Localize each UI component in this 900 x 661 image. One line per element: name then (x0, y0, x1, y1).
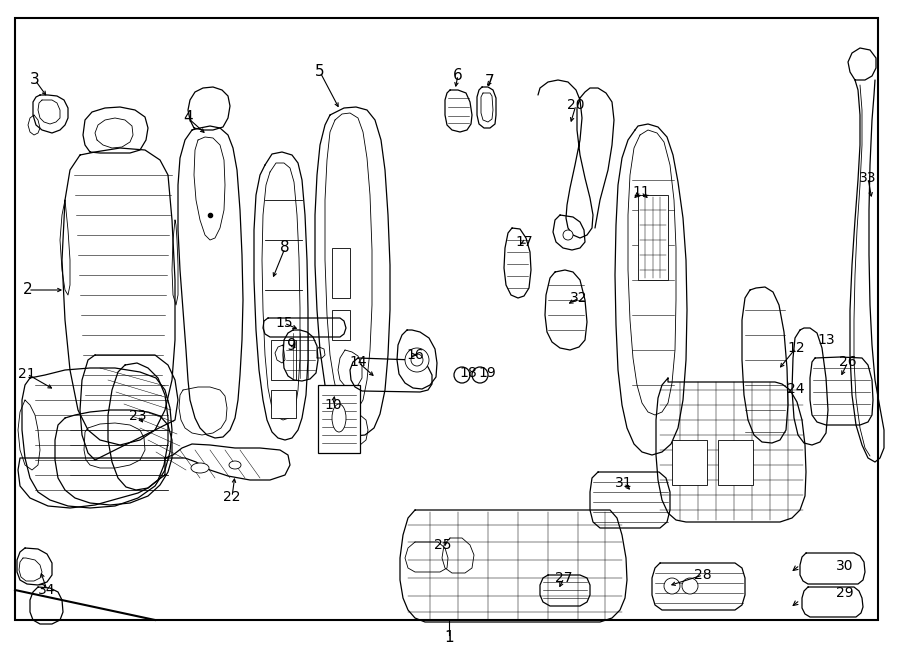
Text: 4: 4 (184, 110, 193, 126)
Text: 19: 19 (478, 366, 496, 380)
Bar (672, 440, 707, 485)
Text: 29: 29 (836, 586, 854, 600)
Text: 27: 27 (555, 571, 572, 585)
Text: 22: 22 (223, 490, 241, 504)
Text: 21: 21 (18, 367, 36, 381)
Text: 18: 18 (459, 366, 477, 380)
Text: 20: 20 (567, 98, 585, 112)
Text: 13: 13 (817, 333, 835, 347)
Text: 17: 17 (515, 235, 533, 249)
Bar (271, 390, 296, 418)
Text: 26: 26 (839, 355, 857, 369)
Bar (271, 340, 296, 380)
Text: 24: 24 (788, 382, 805, 396)
Ellipse shape (332, 404, 346, 432)
Text: 12: 12 (788, 341, 805, 355)
Text: 30: 30 (836, 559, 854, 573)
Text: 14: 14 (349, 355, 367, 369)
Text: 33: 33 (860, 171, 877, 185)
Text: 32: 32 (571, 291, 588, 305)
Circle shape (411, 354, 423, 366)
Bar (318, 385, 360, 453)
Bar (718, 440, 753, 485)
Text: 2: 2 (23, 282, 32, 297)
Text: 10: 10 (324, 398, 342, 412)
Circle shape (405, 348, 429, 372)
Bar (332, 248, 350, 298)
Text: 31: 31 (616, 476, 633, 490)
Text: 23: 23 (130, 409, 147, 423)
Text: 8: 8 (280, 241, 290, 256)
Circle shape (454, 367, 470, 383)
Bar (332, 310, 350, 340)
Text: 5: 5 (315, 65, 325, 79)
Ellipse shape (191, 463, 209, 473)
Text: 6: 6 (453, 67, 463, 83)
Text: 25: 25 (434, 538, 452, 552)
Text: 9: 9 (287, 338, 297, 352)
Bar (638, 195, 668, 280)
Text: 1: 1 (445, 631, 454, 646)
Text: 34: 34 (38, 583, 56, 597)
Text: 3: 3 (30, 73, 40, 87)
Circle shape (682, 578, 698, 594)
Text: 15: 15 (275, 316, 292, 330)
Ellipse shape (229, 461, 241, 469)
Circle shape (472, 367, 488, 383)
Circle shape (563, 230, 573, 240)
Circle shape (664, 578, 680, 594)
Text: 28: 28 (694, 568, 712, 582)
Text: 16: 16 (406, 348, 424, 362)
Text: 7: 7 (485, 75, 495, 89)
Text: 11: 11 (632, 185, 650, 199)
